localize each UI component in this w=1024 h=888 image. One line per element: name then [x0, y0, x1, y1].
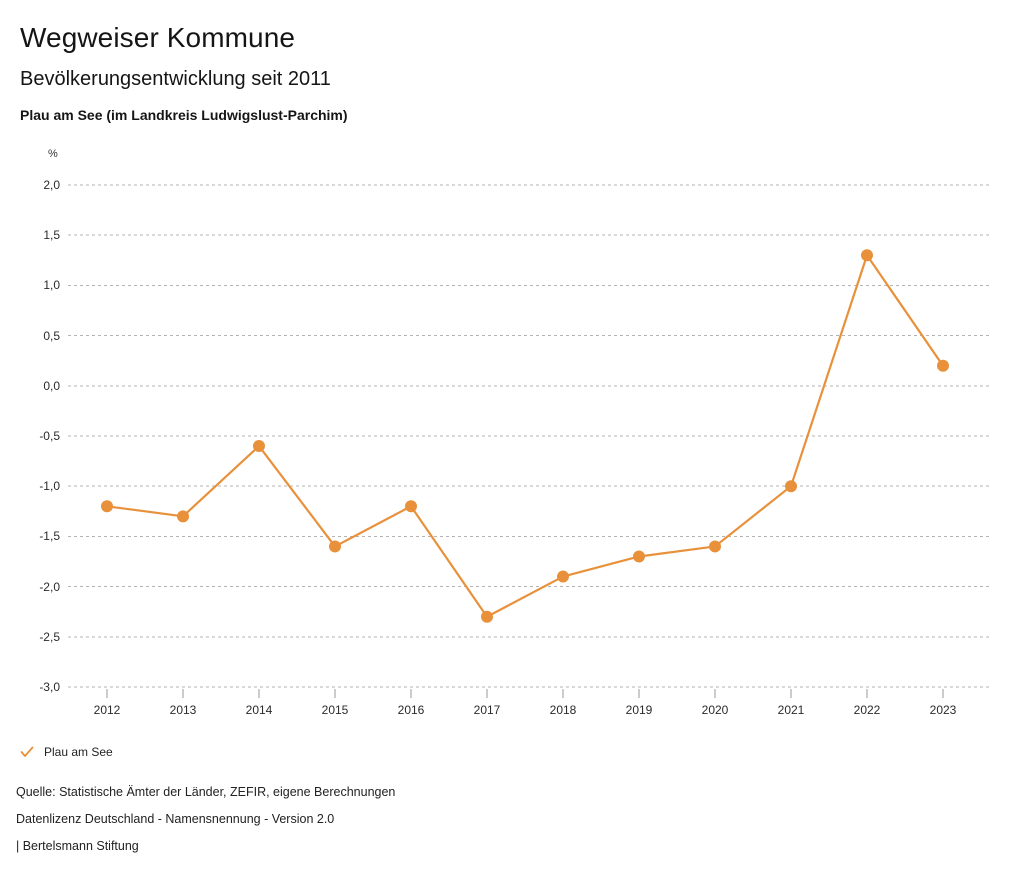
y-axis-tick-label: 0,0 [43, 378, 60, 393]
chart-legend[interactable]: Plau am See [20, 745, 113, 759]
x-axis-tick-label: 2019 [625, 703, 653, 717]
x-axis-tick-label: 2018 [549, 703, 577, 717]
y-axis-tick-label: 1,5 [43, 228, 60, 243]
y-axis-tick-label: 2,0 [43, 178, 60, 192]
y-axis-tick-label: 0,5 [43, 328, 60, 343]
y-axis-tick-label: -2,0 [39, 579, 60, 594]
footer-source: Quelle: Statistische Ämter der Länder, Z… [16, 785, 396, 799]
x-axis-tick-label: 2012 [93, 703, 121, 717]
x-axis-tick-label: 2023 [929, 703, 957, 717]
footer-attribution: | Bertelsmann Stiftung [16, 839, 139, 853]
page-title: Wegweiser Kommune [20, 22, 296, 53]
x-axis-tick-label: 2017 [473, 703, 501, 717]
x-axis-tick-label: 2014 [245, 703, 273, 717]
x-axis-tick-label: 2020 [701, 703, 729, 717]
chart-region-label: Plau am See (im Landkreis Ludwigslust-Pa… [20, 107, 348, 123]
y-axis-tick-label: -1,0 [39, 479, 60, 494]
x-axis-tick-label: 2013 [169, 703, 197, 717]
x-axis-tick-label: 2021 [777, 703, 805, 717]
chart-subtitle: Bevölkerungsentwicklung seit 2011 [20, 68, 331, 90]
chart-footer: Quelle: Statistische Ämter der Länder, Z… [16, 785, 395, 866]
x-axis-tick-label: 2015 [321, 703, 349, 717]
y-axis-tick-label: 1,0 [43, 278, 60, 293]
y-axis-tick-label: -2,5 [39, 629, 60, 644]
footer-license: Datenlizenz Deutschland - Namensnennung … [16, 812, 335, 826]
chart-container: % 2,0 1,5 1,0 0,5 0,0 -0,5 -1,0 -1,5 -2,0 -2,5 -3,… [0, 140, 1024, 720]
line-chart-plot [68, 184, 992, 698]
y-axis-tick-label: -1,5 [39, 529, 60, 544]
y-axis-tick-label: -3,0 [39, 680, 60, 694]
check-icon [20, 745, 34, 759]
x-axis-tick-label: 2022 [853, 703, 881, 717]
y-axis-unit-label: % [48, 148, 58, 160]
x-axis-tick-label: 2016 [397, 703, 425, 717]
y-axis-tick-label: -0,5 [39, 429, 60, 443]
legend-item-label: Plau am See [44, 745, 113, 759]
